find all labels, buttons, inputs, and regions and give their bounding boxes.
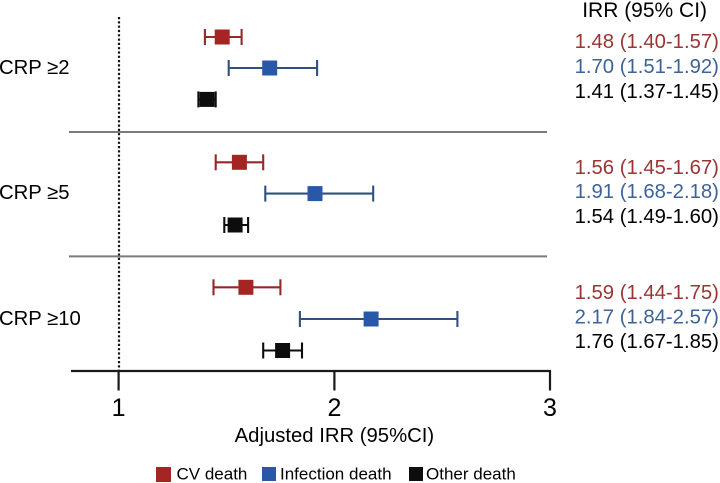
svg-text:Adjusted IRR (95%CI): Adjusted IRR (95%CI) [235, 425, 435, 447]
svg-text:1.56 (1.45-1.67): 1.56 (1.45-1.67) [575, 157, 719, 179]
svg-text:CRP ≥10: CRP ≥10 [0, 308, 81, 330]
svg-text:1.70 (1.51-1.92): 1.70 (1.51-1.92) [575, 56, 719, 78]
svg-text:Other death: Other death [426, 464, 516, 483]
svg-text:2.17 (1.84-2.57): 2.17 (1.84-2.57) [575, 307, 719, 329]
svg-text:2: 2 [327, 394, 341, 422]
svg-text:IRR (95% CI): IRR (95% CI) [582, 0, 707, 22]
svg-text:1.54 (1.49-1.60): 1.54 (1.49-1.60) [575, 206, 719, 228]
svg-text:CV death: CV death [177, 464, 248, 483]
svg-text:1.59 (1.44-1.75): 1.59 (1.44-1.75) [575, 282, 719, 304]
svg-text:Infection death: Infection death [280, 464, 392, 483]
svg-text:1: 1 [112, 394, 126, 422]
svg-text:CRP ≥5: CRP ≥5 [0, 182, 70, 204]
svg-text:CRP ≥2: CRP ≥2 [0, 57, 70, 79]
svg-text:1.41 (1.37-1.45): 1.41 (1.37-1.45) [575, 81, 719, 103]
svg-text:1.76 (1.67-1.85): 1.76 (1.67-1.85) [575, 331, 719, 353]
svg-text:1.48 (1.40-1.57): 1.48 (1.40-1.57) [575, 31, 719, 53]
svg-text:1.91 (1.68-2.18): 1.91 (1.68-2.18) [575, 181, 719, 203]
svg-text:3: 3 [543, 394, 557, 422]
